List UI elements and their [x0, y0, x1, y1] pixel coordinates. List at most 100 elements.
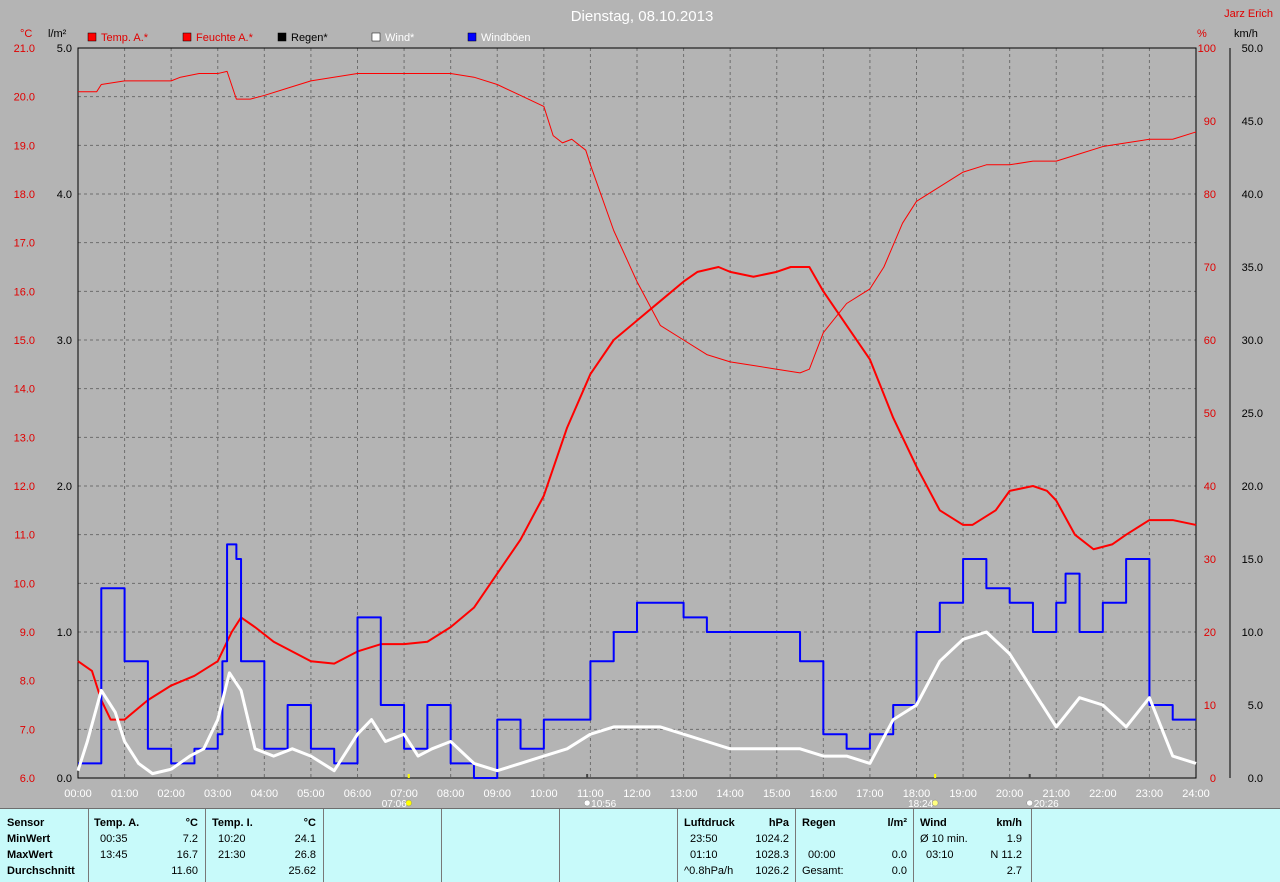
wind-tick-label: 10.0 — [1242, 627, 1263, 639]
x-tick-label: 01:00 — [111, 788, 139, 800]
wind-tick-label: 50.0 — [1242, 43, 1263, 55]
legend: Temp. A.* Feuchte A.* Regen* Wind* Windböen — [88, 32, 531, 44]
x-tick-label: 12:00 — [623, 788, 651, 800]
rain-tick-label: 3.0 — [57, 335, 72, 347]
temp-a-unit: °C — [160, 815, 198, 831]
rain-tick-label: 2.0 — [57, 481, 72, 493]
x-tick-label: 10:00 — [530, 788, 558, 800]
x-tick-label: 20:00 — [996, 788, 1024, 800]
luftdruck-trend: ^0.8hPa/h — [684, 863, 733, 879]
grid — [78, 48, 1230, 778]
temp-tick-label: 9.0 — [20, 627, 35, 639]
legend-label: Windböen — [481, 32, 531, 44]
luftdruck-header: Luftdruck — [684, 815, 735, 831]
x-tick-label: 22:00 — [1089, 788, 1117, 800]
temp-tick-label: 17.0 — [14, 238, 35, 250]
x-tick-label: 00:00 — [64, 788, 92, 800]
x-tick-label: 09:00 — [483, 788, 511, 800]
luftdruck-max-value: 1028.3 — [739, 847, 789, 863]
wind-tick-label: 30.0 — [1242, 335, 1263, 347]
temp-i-unit: °C — [278, 815, 316, 831]
legend-swatch — [183, 33, 191, 41]
sensor-header: Sensor — [7, 815, 44, 831]
temp-a-avg-value: 11.60 — [150, 863, 198, 879]
x-tick-label: 02:00 — [157, 788, 185, 800]
temp-tick-label: 8.0 — [20, 676, 35, 688]
temp-tick-label: 18.0 — [14, 189, 35, 201]
wind-tick-label: 35.0 — [1242, 262, 1263, 274]
temp-a-min-time: 00:35 — [100, 831, 128, 847]
weather-chart: Dienstag, 08.10.2013 Jarz Erich °C l/m² … — [0, 0, 1280, 808]
wind-mean-value: 2.7 — [972, 863, 1022, 879]
axis-labels: 00:00 01:00 02:00 03:00 04:00 05:00 06:00 07:00… — [14, 43, 1263, 800]
x-tick-label: 13:00 — [670, 788, 698, 800]
wind-tick-label: 25.0 — [1242, 408, 1263, 420]
x-tick-label: 04:00 — [251, 788, 279, 800]
humidity-unit-label: % — [1197, 28, 1207, 40]
temp-tick-label: 16.0 — [14, 286, 35, 298]
temp-tick-label: 10.0 — [14, 578, 35, 590]
wind-avg-value: 1.9 — [972, 831, 1022, 847]
author-label: Jarz Erich — [1224, 8, 1273, 20]
x-tick-label: 19:00 — [949, 788, 977, 800]
wind-max-value: N 11.2 — [972, 847, 1022, 863]
legend-label: Temp. A.* — [101, 32, 149, 44]
luftdruck-max-time: 01:10 — [690, 847, 718, 863]
wind-tick-label: 15.0 — [1242, 554, 1263, 566]
sunrise-time: 07:06 — [382, 799, 407, 808]
temp-tick-label: 12.0 — [14, 481, 35, 493]
x-tick-label: 06:00 — [344, 788, 372, 800]
regen-total-label: Gesamt: — [802, 863, 844, 879]
rain-tick-label: 1.0 — [57, 627, 72, 639]
temp-a-header: Temp. A. — [94, 815, 139, 831]
wind-tick-label: 0.0 — [1248, 773, 1263, 785]
rain-tick-label: 4.0 — [57, 189, 72, 201]
wind-tick-label: 20.0 — [1242, 481, 1263, 493]
temp-tick-label: 6.0 — [20, 773, 35, 785]
luftdruck-min-time: 23:50 — [690, 831, 718, 847]
moonrise-icon — [584, 800, 590, 806]
wind-unit-label: km/h — [1234, 28, 1258, 40]
temp-i-min-time: 10:20 — [218, 831, 246, 847]
legend-swatch — [88, 33, 96, 41]
wind-avg-label: Ø 10 min. — [920, 831, 968, 847]
x-tick-label: 17:00 — [856, 788, 884, 800]
moonset-icon — [1027, 800, 1033, 806]
max-row-label: MaxWert — [7, 847, 53, 863]
x-tick-label: 16:00 — [810, 788, 838, 800]
humidity-tick-label: 90 — [1204, 116, 1216, 128]
legend-swatch — [372, 33, 380, 41]
luftdruck-unit: hPa — [745, 815, 789, 831]
regen-unit: l/m² — [862, 815, 907, 831]
stats-table: Sensor MinWert MaxWert Durchschnitt Temp… — [0, 808, 1280, 882]
temp-unit-label: °C — [20, 28, 32, 40]
humidity-tick-label: 20 — [1204, 627, 1216, 639]
rain-tick-label: 5.0 — [57, 43, 72, 55]
humidity-tick-label: 30 — [1204, 554, 1216, 566]
temp-i-header: Temp. I. — [212, 815, 253, 831]
temp-i-min-value: 24.1 — [268, 831, 316, 847]
moonset-time: 20:26 — [1034, 799, 1059, 808]
luftdruck-min-value: 1024.2 — [739, 831, 789, 847]
regen-time: 00:00 — [808, 847, 836, 863]
humidity-tick-label: 100 — [1198, 43, 1216, 55]
x-tick-label: 24:00 — [1182, 788, 1210, 800]
min-row-label: MinWert — [7, 831, 50, 847]
temp-i-max-time: 21:30 — [218, 847, 246, 863]
temp-a-max-time: 13:45 — [100, 847, 128, 863]
legend-label: Wind* — [385, 32, 415, 44]
temp-tick-label: 14.0 — [14, 384, 35, 396]
temp-i-max-value: 26.8 — [268, 847, 316, 863]
regen-value: 0.0 — [862, 847, 907, 863]
temp-tick-label: 15.0 — [14, 335, 35, 347]
legend-label: Regen* — [291, 32, 328, 44]
temp-tick-label: 19.0 — [14, 140, 35, 152]
humidity-tick-label: 50 — [1204, 408, 1216, 420]
temp-i-avg-value: 25.62 — [268, 863, 316, 879]
x-tick-label: 23:00 — [1136, 788, 1164, 800]
humidity-tick-label: 10 — [1204, 700, 1216, 712]
x-tick-label: 14:00 — [716, 788, 744, 800]
temp-tick-label: 13.0 — [14, 432, 35, 444]
humidity-tick-label: 80 — [1204, 189, 1216, 201]
wind-header: Wind — [920, 815, 947, 831]
